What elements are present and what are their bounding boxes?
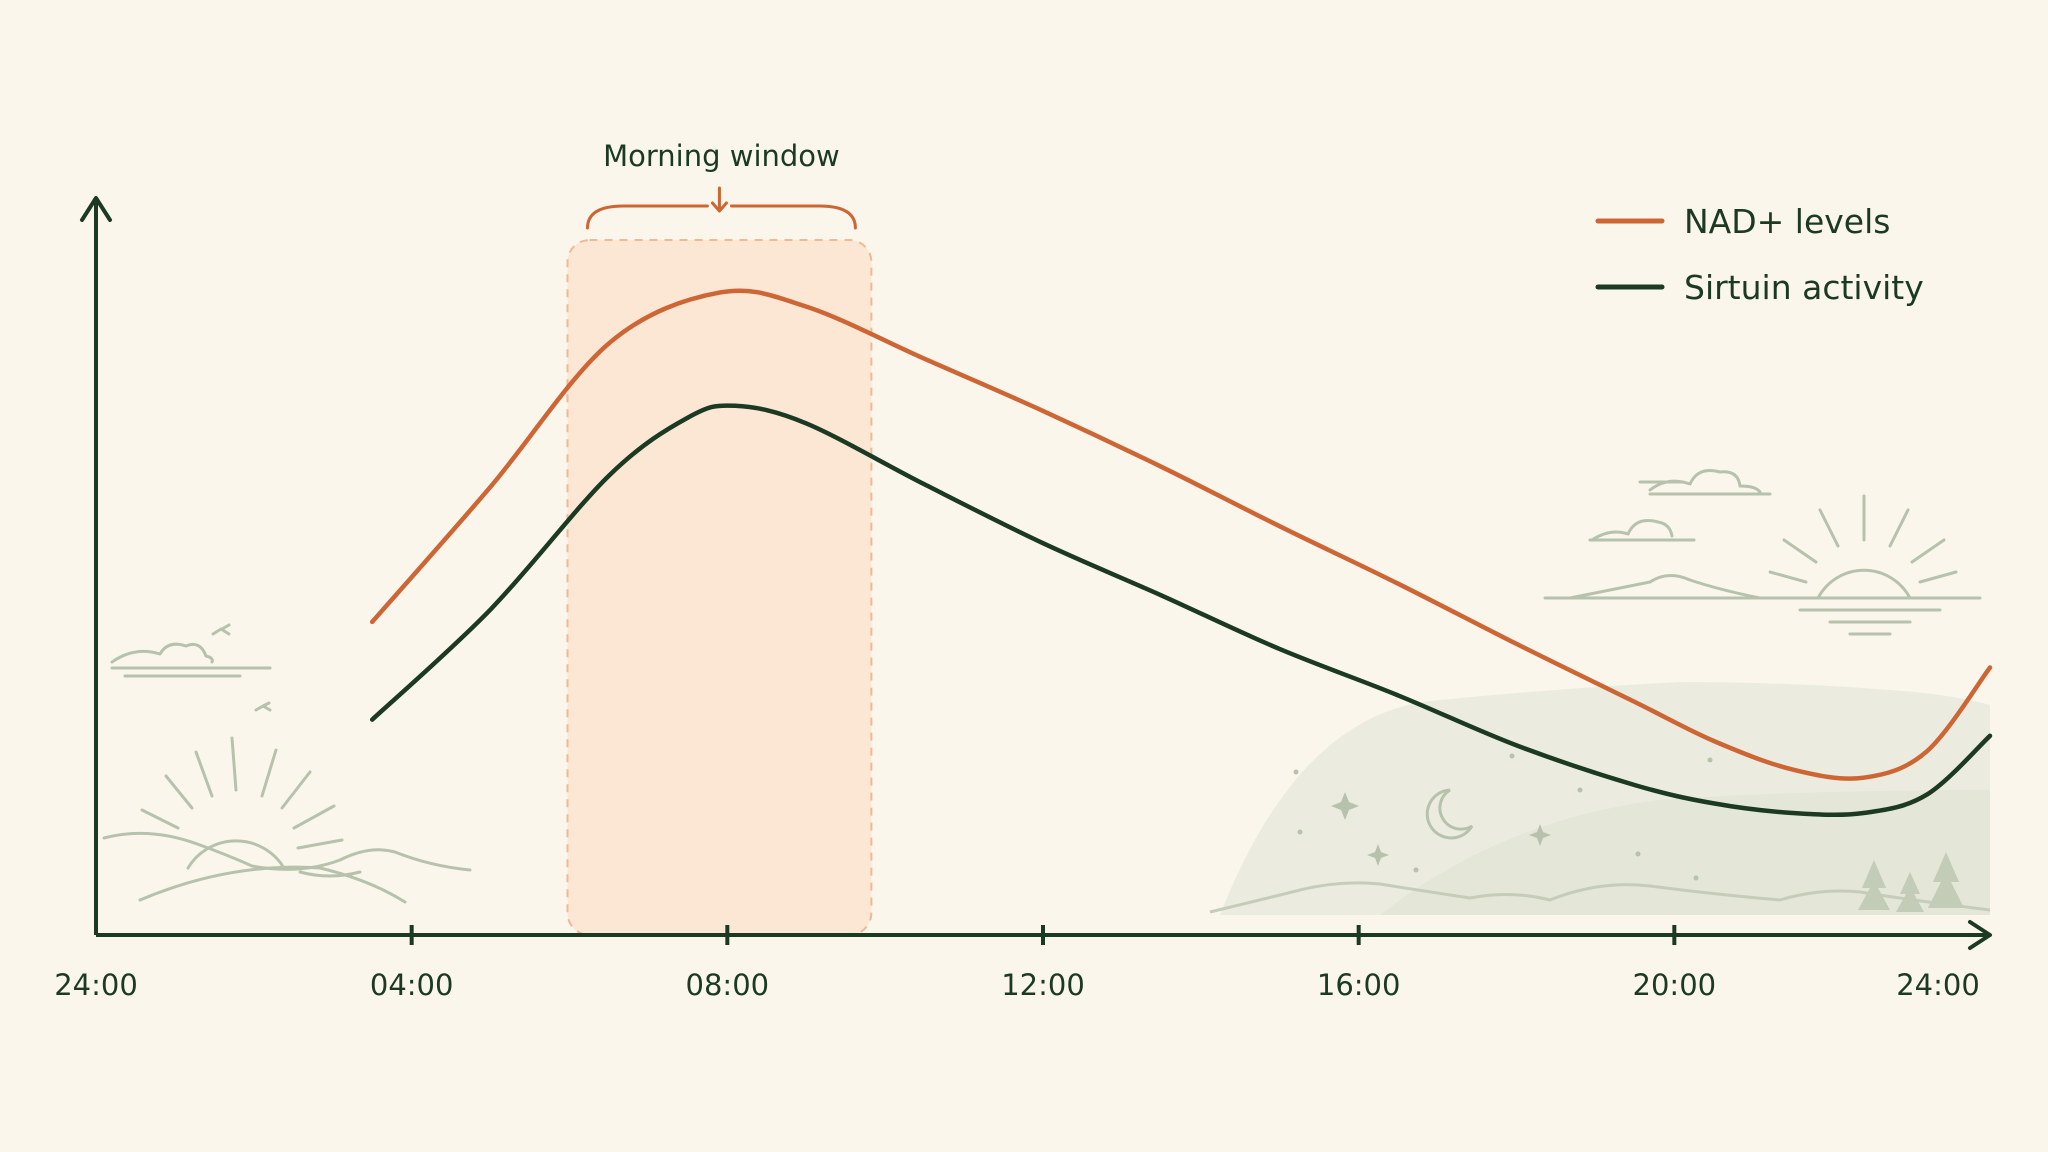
- axes: 24:00 04:00 08:00 12:00 16:00 20:00 24:00: [54, 196, 1992, 1002]
- morning-window-arrow: [710, 186, 728, 213]
- series-line-nad: [369, 288, 1993, 781]
- x-tick-label: 12:00: [1001, 968, 1085, 1002]
- x-tick-label: 24:00: [54, 968, 138, 1002]
- legend: NAD+ levels Sirtuin activity: [1595, 202, 1924, 307]
- series-layer: [369, 288, 1993, 818]
- legend-label-sirtuin: Sirtuin activity: [1684, 268, 1924, 307]
- x-ticks: 24:00 04:00 08:00 12:00 16:00 20:00 24:00: [54, 925, 1980, 1002]
- x-tick-label: 24:00: [1896, 968, 1980, 1002]
- y-axis-arrowhead: [80, 196, 112, 222]
- morning-window-band: [566, 239, 873, 936]
- morning-window-highlight: Morning window: [566, 139, 873, 936]
- x-tick-label: 08:00: [686, 968, 770, 1002]
- x-tick-label: 04:00: [370, 968, 454, 1002]
- x-tick-label: 20:00: [1633, 968, 1717, 1002]
- morning-window-brace: [586, 204, 857, 230]
- series-line-sirtuin: [369, 403, 1993, 818]
- legend-label-nad: NAD+ levels: [1684, 202, 1890, 241]
- night-scene-illustration: [1209, 682, 1991, 915]
- sunrise-scene-illustration: [102, 623, 472, 904]
- morning-window-label: Morning window: [603, 139, 840, 173]
- x-axis-arrowhead: [1968, 920, 1992, 950]
- sunset-scene-illustration: [1543, 469, 1982, 636]
- x-tick-label: 16:00: [1317, 968, 1401, 1002]
